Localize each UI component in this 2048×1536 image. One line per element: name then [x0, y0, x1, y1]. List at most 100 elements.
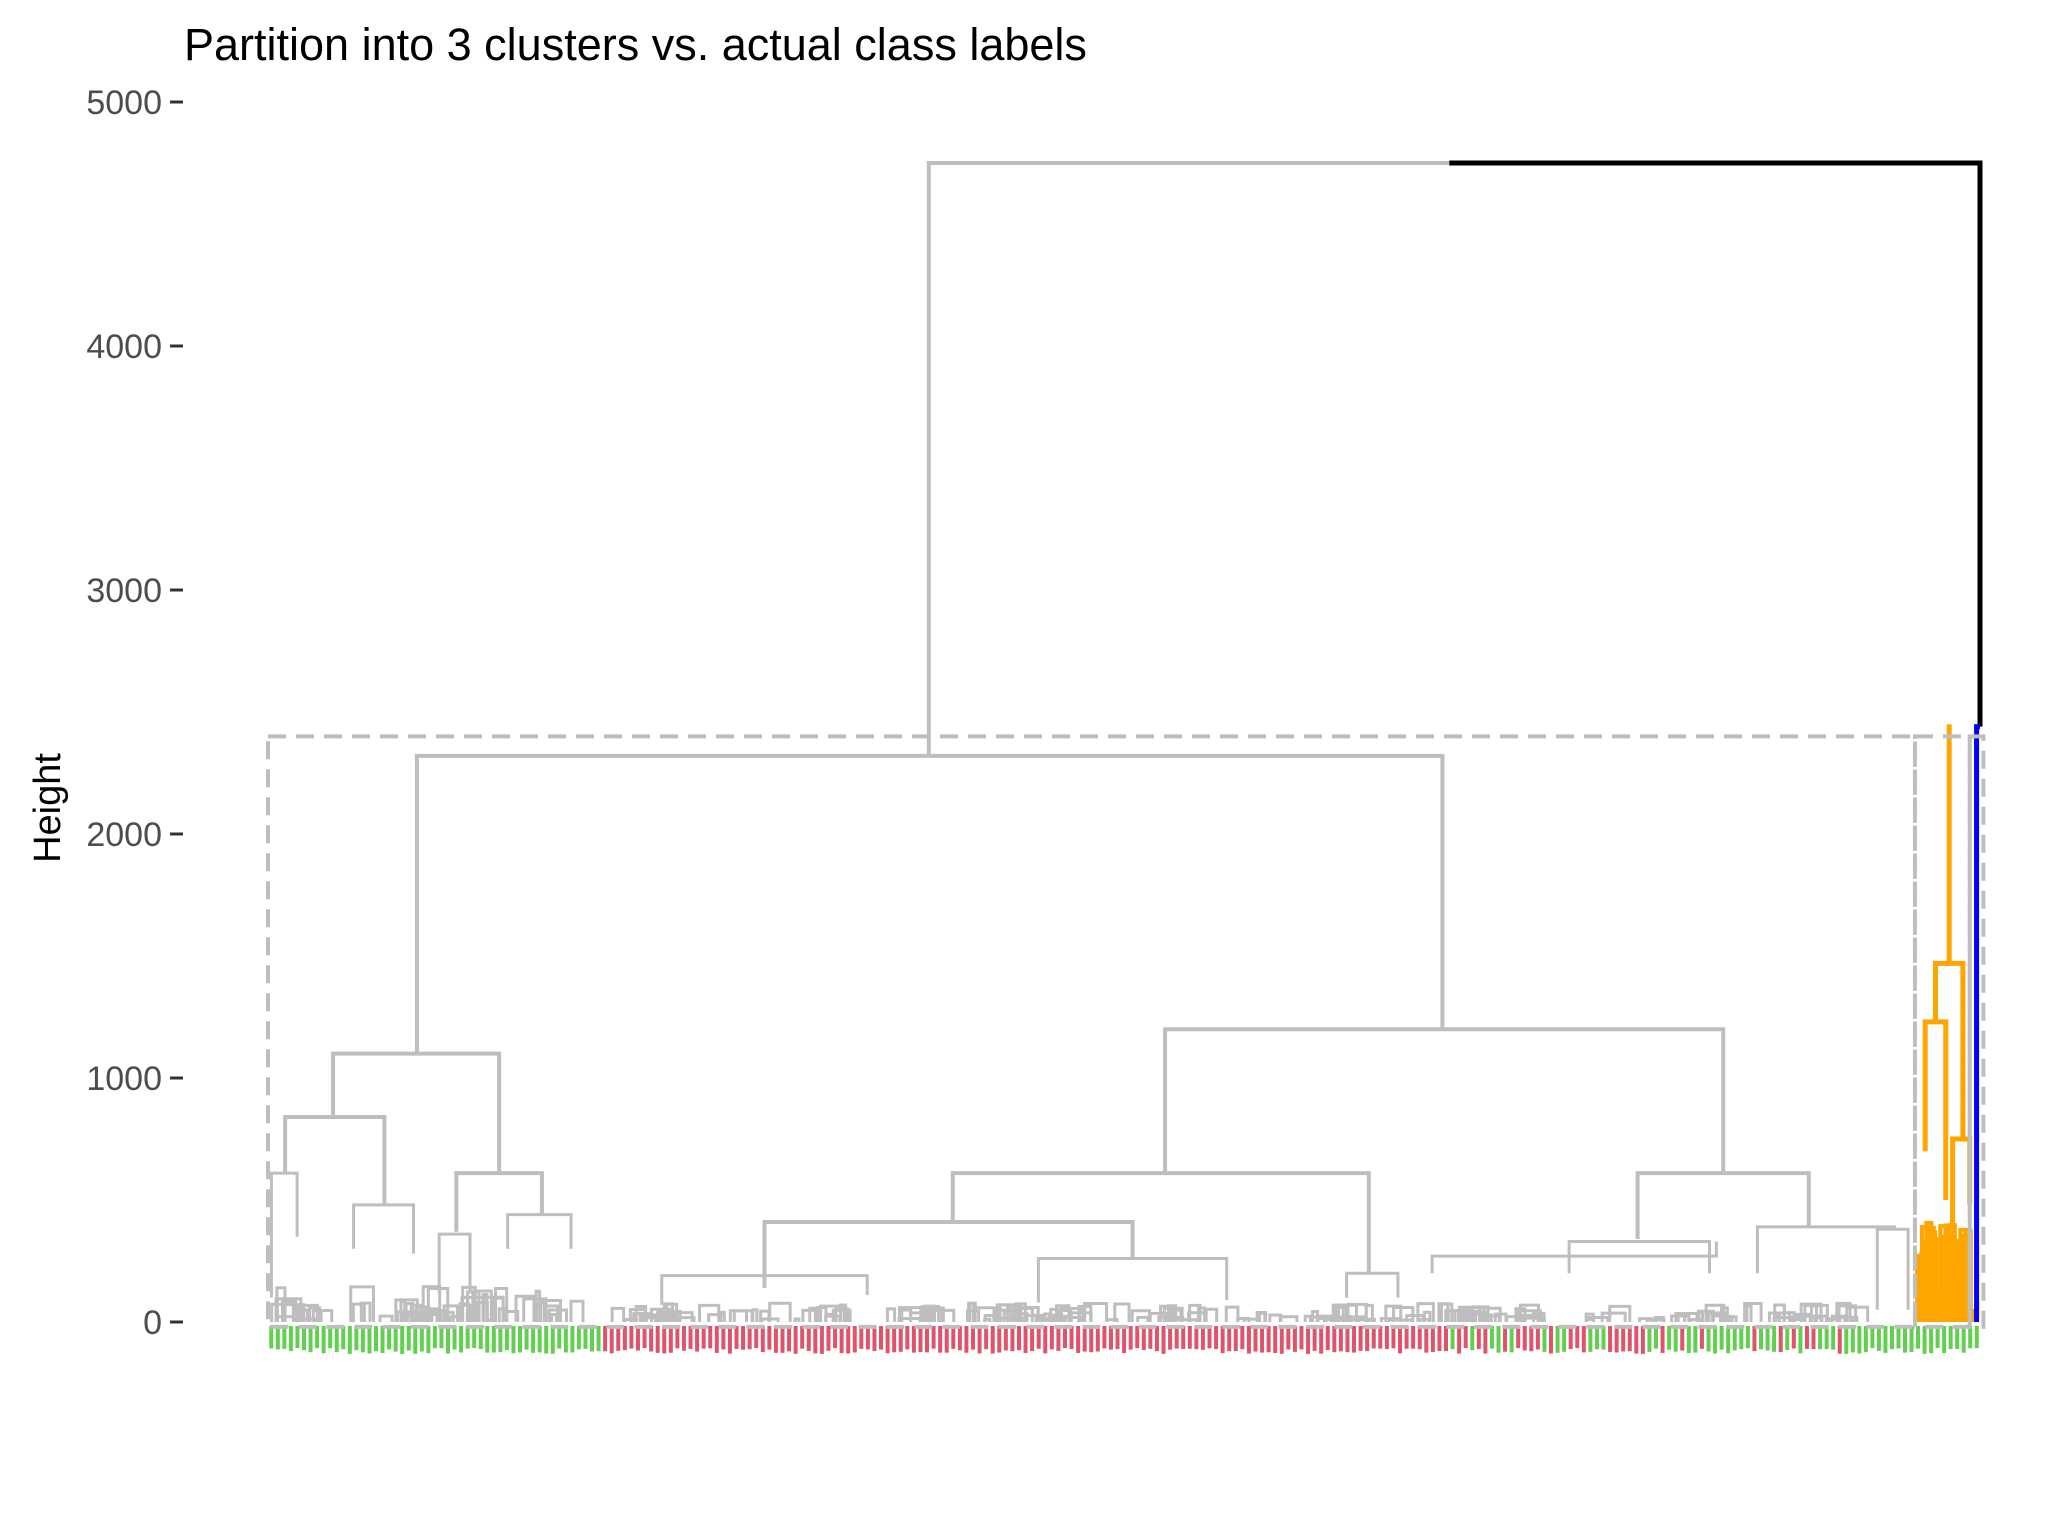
leaf-label-1-120: [1391, 1326, 1396, 1349]
leaf-label-1-107: [1306, 1326, 1311, 1354]
low-link-229: [732, 1309, 754, 1322]
leaf-label-1-7: [649, 1326, 654, 1352]
y-tick-label-2000: 2000: [86, 816, 162, 854]
leaf-label-1-9: [662, 1326, 667, 1354]
low-link-240: [728, 1309, 748, 1322]
leaf-label-2-28: [1634, 1326, 1639, 1354]
low-link-257: [282, 1300, 298, 1322]
leaf-label-1-106: [1299, 1326, 1304, 1350]
leaf-label-0-17: [380, 1326, 385, 1354]
leaf-label-1-77: [1108, 1326, 1113, 1350]
leaf-label-1-41: [872, 1326, 877, 1352]
leaf-label-0-1: [275, 1326, 280, 1350]
low-link-225: [1392, 1305, 1415, 1322]
leaf-label-2-36: [1686, 1326, 1691, 1353]
leaf-label-1-5: [635, 1326, 640, 1351]
low-link-244: [641, 1312, 653, 1322]
low-link-72: [1584, 1312, 1595, 1322]
leaf-label-0-10: [334, 1326, 339, 1353]
leaf-label-2-32: [1660, 1326, 1665, 1353]
leaf-label-1-14: [695, 1326, 700, 1352]
low-link-64: [351, 1302, 366, 1322]
leaf-label-1-34: [826, 1326, 831, 1351]
low-link-130: [999, 1316, 1024, 1322]
leaf-label-1-49: [925, 1326, 930, 1353]
main-branches: [269, 160, 1983, 1322]
leaf-label-1-68: [1049, 1326, 1054, 1350]
low-link-258: [665, 1310, 675, 1322]
leaf-label-1-93: [1214, 1326, 1219, 1350]
leaf-label-2-6: [1489, 1326, 1494, 1349]
leaf-label-2-37: [1693, 1326, 1698, 1353]
leaf-label-2-19: [1575, 1326, 1580, 1349]
leaf-label-0-26: [439, 1326, 444, 1349]
leaf-label-3-3: [1863, 1326, 1868, 1353]
leaf-label-0-36: [504, 1326, 509, 1351]
leaf-label-0-35: [498, 1326, 503, 1353]
low-link-87: [1416, 1302, 1435, 1322]
leaf-label-0-38: [518, 1326, 523, 1353]
leaf-label-1-117: [1371, 1326, 1376, 1349]
leaf-label-0-47: [576, 1326, 581, 1350]
leaf-label-1-123: [1411, 1326, 1416, 1349]
low-link-238: [1014, 1302, 1027, 1322]
leaf-label-1-82: [1141, 1326, 1146, 1351]
low-link-156: [628, 1308, 647, 1322]
low-link-184: [1600, 1311, 1627, 1322]
leaf-label-1-63: [1016, 1326, 1021, 1351]
leaf-label-3-18: [1961, 1326, 1966, 1353]
leaf-label-1-53: [951, 1326, 956, 1349]
far-right-b: [1755, 1225, 1896, 1274]
leaf-label-1-24: [760, 1326, 765, 1353]
mid-a-link: [762, 1219, 1135, 1288]
orange-low-27: [1954, 1251, 1964, 1322]
low-link-192: [897, 1306, 923, 1322]
leaf-label-1-97: [1240, 1326, 1245, 1350]
leaf-label-0-23: [419, 1326, 424, 1352]
low-link-199: [1608, 1304, 1632, 1322]
low-link-188: [1278, 1315, 1299, 1322]
leaf-label-3-6: [1883, 1326, 1888, 1353]
mid-b-sub: [1036, 1257, 1229, 1303]
left-subtree-link: [331, 1051, 502, 1174]
leaf-label-1-35: [833, 1326, 838, 1349]
leaf-label-1-124: [1417, 1326, 1422, 1350]
mid-c-sub: [1345, 1271, 1400, 1298]
root-link-black: [1449, 160, 1983, 727]
leaf-label-1-122: [1404, 1326, 1409, 1349]
leaf-label-3-5: [1876, 1326, 1881, 1351]
low-link-133: [1422, 1310, 1432, 1322]
low-link-136: [1417, 1318, 1431, 1322]
leaf-label-1-54: [957, 1326, 962, 1351]
leaf-label-2-56: [1818, 1326, 1823, 1350]
leaf-label-2-49: [1772, 1326, 1777, 1352]
leaf-label-2-11: [1522, 1326, 1527, 1351]
orange-low-24: [1938, 1224, 1948, 1322]
low-link-114: [1172, 1318, 1198, 1322]
low-link-245: [676, 1316, 696, 1322]
leaf-label-2-4: [1476, 1326, 1481, 1350]
low-link-256: [1083, 1302, 1109, 1322]
leaf-label-1-62: [1010, 1326, 1015, 1352]
leaf-label-1-20: [734, 1326, 739, 1349]
leaf-label-1-40: [865, 1326, 870, 1350]
leaf-label-0-19: [393, 1326, 398, 1352]
leaf-label-1-37: [846, 1326, 851, 1354]
leaf-label-2-55: [1811, 1326, 1816, 1350]
leaf-label-0-43: [550, 1326, 555, 1354]
leaf-label-2-42: [1726, 1326, 1731, 1354]
mid-a-sub: [660, 1274, 869, 1305]
low-link-9: [569, 1299, 585, 1322]
low-link-142: [1704, 1303, 1726, 1322]
leaf-label-1-105: [1292, 1326, 1297, 1352]
leaf-label-1-45: [898, 1326, 903, 1352]
y-tick-label-1000: 1000: [86, 1060, 162, 1098]
leaf-label-1-27: [780, 1326, 785, 1353]
y-tick-label-4000: 4000: [86, 328, 162, 366]
low-link-181: [549, 1313, 558, 1322]
leaf-label-1-125: [1424, 1326, 1429, 1353]
low-link-168: [1774, 1313, 1781, 1322]
leaf-label-1-8: [655, 1326, 660, 1353]
leaf-label-0-25: [432, 1326, 437, 1349]
